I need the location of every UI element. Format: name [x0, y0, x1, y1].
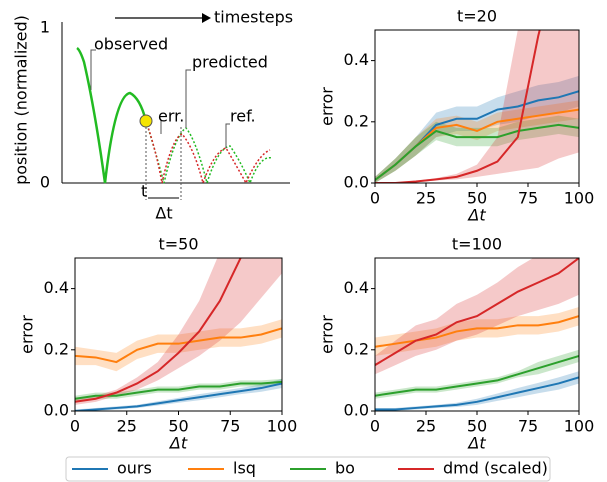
y-tick-label: 0.4: [44, 278, 69, 297]
x-tick-label: 100: [267, 417, 298, 436]
plot-area: [375, 258, 579, 411]
error-band: [375, 306, 579, 356]
x-tick-label: 25: [117, 417, 137, 436]
error-band: [75, 258, 282, 405]
x-tick-label: 25: [416, 189, 436, 208]
arrow-head: [202, 13, 211, 23]
leader: [185, 69, 191, 128]
x-tick-label: 50: [467, 417, 487, 436]
series-line: [375, 258, 579, 366]
x-tick-label: 100: [564, 189, 595, 208]
x-tick-label: 0: [370, 189, 380, 208]
x-label: Δt: [168, 434, 188, 453]
y-tick-label: 0.0: [344, 173, 369, 192]
error-band: [375, 349, 579, 399]
series-line: [375, 123, 579, 181]
annotation: err.: [158, 107, 184, 126]
plot-area: [375, 30, 579, 183]
series-line: [375, 315, 579, 348]
series-line: [375, 30, 541, 183]
y-tick-label: 0.2: [344, 339, 369, 358]
x-tick-label: 75: [220, 417, 240, 436]
legend-label: lsq: [233, 459, 256, 478]
leader: [90, 49, 96, 90]
error-band: [375, 371, 579, 411]
annotation: ref.: [230, 107, 256, 126]
series-line: [75, 258, 242, 403]
x-label: Δt: [466, 206, 486, 225]
x-label: Δt: [466, 434, 486, 453]
x-tick-label: 0: [70, 417, 80, 436]
y-label: error: [318, 315, 337, 354]
annotation: timesteps: [214, 8, 293, 27]
legend-label: dmd (scaled): [443, 459, 548, 478]
legend-label: ours: [117, 459, 152, 478]
error-band: [375, 115, 579, 183]
reference-curve: [145, 120, 271, 186]
error-band: [375, 100, 579, 183]
y-tick-label: 0.0: [44, 401, 69, 420]
x-tick-label: 25: [416, 417, 436, 436]
y-label: error: [318, 87, 337, 126]
chart: 0 25 50 75 100 0.0 0.2 0.4 t=20 Δt error: [318, 7, 595, 225]
annotation: t: [141, 182, 147, 201]
x-tick-label: 75: [518, 189, 538, 208]
series-line: [75, 327, 282, 364]
chart-title: t=20: [457, 7, 497, 26]
error-band: [375, 30, 579, 183]
x-tick-label: 50: [168, 417, 188, 436]
predicted-curve: [145, 120, 273, 186]
series-line: [75, 382, 282, 411]
y-label: error: [18, 315, 37, 354]
x-tick-label: 50: [467, 189, 487, 208]
y-tick-label: 0.4: [344, 50, 369, 69]
legend: ours lsq bo dmd (scaled): [65, 456, 551, 482]
annotation: predicted: [192, 53, 268, 72]
x-tick-label: 75: [518, 417, 538, 436]
series-line: [375, 354, 579, 397]
x-tick-label: 0: [370, 417, 380, 436]
y-label: position (normalized): [12, 15, 31, 185]
y-tick-label: 0.2: [44, 339, 69, 358]
schematic: position (normalized) 1 0 timesteps obse…: [12, 8, 294, 223]
y-tick-label: 0.4: [344, 278, 369, 297]
legend-label: bo: [335, 459, 355, 478]
leader: [225, 123, 230, 148]
marker: [139, 114, 153, 128]
observed-curve: [76, 46, 148, 184]
series-line: [375, 376, 579, 411]
y-tick-label: 0.0: [344, 401, 369, 420]
error-band: [75, 319, 282, 372]
chart-title: t=50: [158, 235, 198, 254]
plot-area: [75, 258, 282, 411]
chart: 0 25 50 75 100 0.0 0.2 0.4 t=100 Δt error: [318, 235, 595, 453]
annotation: Δt: [155, 204, 172, 223]
tick-label: 1: [40, 18, 50, 37]
chart: 0 25 50 75 100 0.0 0.2 0.4 t=50 Δt error: [18, 235, 298, 453]
x-tick-label: 100: [564, 417, 595, 436]
y-tick-label: 0.2: [344, 111, 369, 130]
annotation: observed: [94, 35, 168, 54]
chart-title: t=100: [452, 235, 502, 254]
tick-label: 0: [40, 173, 50, 192]
